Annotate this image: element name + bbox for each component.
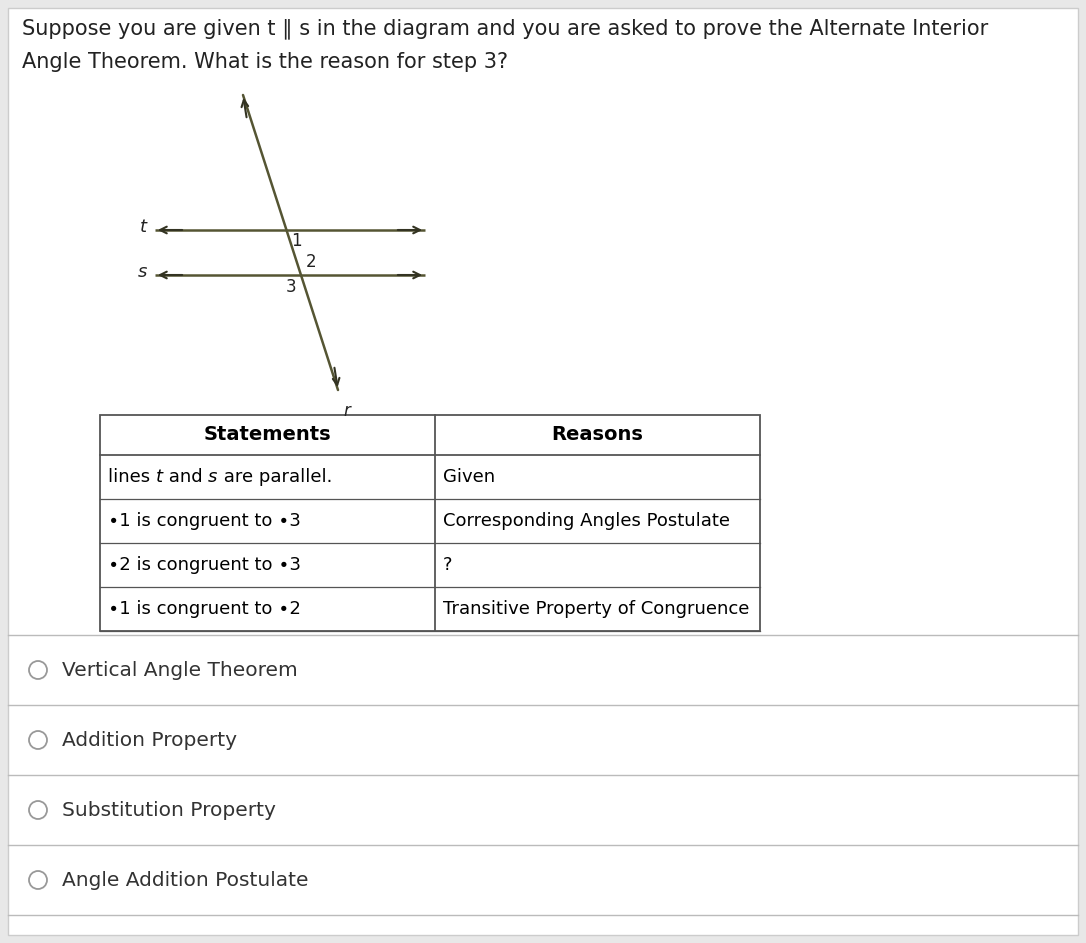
FancyBboxPatch shape xyxy=(8,8,1078,935)
Text: and: and xyxy=(163,468,209,486)
Text: s: s xyxy=(138,263,147,281)
Text: 2: 2 xyxy=(306,253,317,271)
Text: t: t xyxy=(156,468,163,486)
Text: Statements: Statements xyxy=(204,425,331,444)
Text: Angle Theorem. What is the reason for step 3?: Angle Theorem. What is the reason for st… xyxy=(22,52,508,72)
Text: Reasons: Reasons xyxy=(552,425,643,444)
Text: t: t xyxy=(140,218,147,236)
Text: Corresponding Angles Postulate: Corresponding Angles Postulate xyxy=(443,512,730,530)
Text: ?: ? xyxy=(443,556,453,574)
Text: Given: Given xyxy=(443,468,495,486)
Text: Vertical Angle Theorem: Vertical Angle Theorem xyxy=(62,660,298,680)
Text: Suppose you are given t ∥ s in the diagram and you are asked to prove the Altern: Suppose you are given t ∥ s in the diagr… xyxy=(22,18,988,39)
Text: s: s xyxy=(209,468,217,486)
Text: ∙1 is congruent to ∙3: ∙1 is congruent to ∙3 xyxy=(108,512,301,530)
Text: Angle Addition Postulate: Angle Addition Postulate xyxy=(62,870,308,889)
Text: lines: lines xyxy=(108,468,156,486)
Text: ∙1 is congruent to ∙2: ∙1 is congruent to ∙2 xyxy=(108,600,301,618)
Bar xyxy=(100,415,760,631)
Text: 3: 3 xyxy=(286,278,296,296)
Text: Transitive Property of Congruence: Transitive Property of Congruence xyxy=(443,600,749,618)
Text: are parallel.: are parallel. xyxy=(217,468,332,486)
Text: r: r xyxy=(343,402,350,420)
Text: Substitution Property: Substitution Property xyxy=(62,801,276,819)
Text: ∙2 is congruent to ∙3: ∙2 is congruent to ∙3 xyxy=(108,556,301,574)
Text: 1: 1 xyxy=(291,232,302,250)
Text: Addition Property: Addition Property xyxy=(62,731,237,750)
